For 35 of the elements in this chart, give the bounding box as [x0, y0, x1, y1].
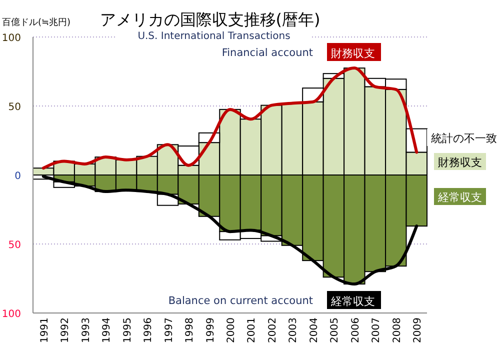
annotation: Financial account	[222, 47, 313, 59]
y-tick-label: 100	[2, 33, 21, 44]
series-label: 財務収支	[438, 156, 482, 169]
chart-title: アメリカの国際収支推移(暦年)	[100, 10, 320, 29]
x-tick-label: 1991	[39, 318, 50, 343]
x-tick-label: 1995	[122, 318, 134, 343]
x-tick-label: 1997	[164, 318, 175, 343]
series-label: 経常収支	[330, 295, 375, 308]
annotation: Balance on current account	[168, 295, 313, 307]
x-tick-label: 1998	[184, 318, 196, 343]
x-tick-label: 2004	[308, 318, 320, 343]
x-tick-label: 1999	[205, 318, 216, 343]
x-tick-label: 1996	[143, 318, 154, 343]
x-tick-label: 2001	[246, 318, 258, 343]
x-tick-label: 2003	[288, 318, 300, 343]
x-tick-label: 1992	[60, 318, 72, 343]
x-tick-label: 2002	[267, 318, 278, 343]
y-tick-label: 50	[8, 102, 21, 113]
y-tick-label: 50	[8, 240, 21, 251]
x-tick-label: 2009	[412, 318, 424, 343]
series-label: 財務収支	[331, 47, 375, 60]
x-tick-label: 1994	[102, 318, 113, 343]
x-tick-label: 2000	[226, 318, 237, 343]
x-tick-label: 2005	[330, 318, 341, 343]
chart-subtitle: U.S. International Transactions	[138, 31, 290, 42]
x-tick-label: 2007	[371, 318, 382, 343]
y-tick-label: 0	[14, 171, 21, 182]
y-tick-label: 100	[2, 309, 21, 320]
series-label: 経常収支	[437, 191, 482, 204]
x-tick-label: 2008	[392, 318, 403, 343]
y-axis-title: 百億ドル(≒兆円)	[2, 17, 71, 28]
line-series	[42, 66, 418, 170]
x-tick-label: 2006	[350, 318, 362, 343]
x-tick-label: 1993	[80, 318, 92, 343]
series-label: 統計の不一致	[431, 132, 497, 145]
